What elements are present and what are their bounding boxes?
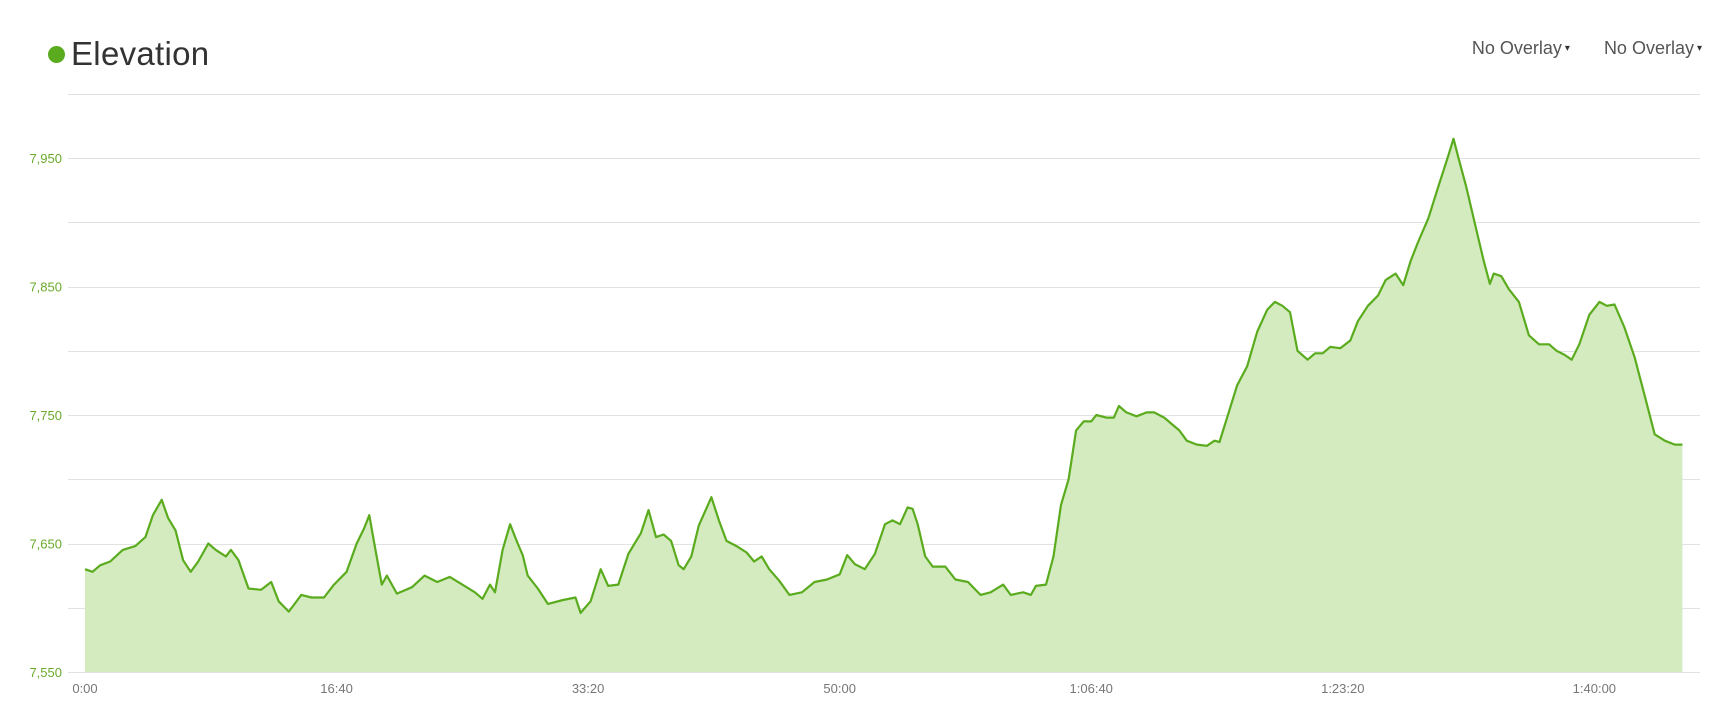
chart-title: Elevation xyxy=(71,35,210,72)
x-axis-ticks: 0:00 16:40 33:20 50:00 1:06:40 1:23:20 1:40:00 xyxy=(72,681,1616,696)
y-tick-label: 7,650 xyxy=(29,537,62,552)
y-tick-label: 7,950 xyxy=(29,151,62,166)
x-tick-label: 1:40:00 xyxy=(1573,681,1616,696)
y-tick-label: 7,750 xyxy=(29,408,62,423)
x-tick-label: 33:20 xyxy=(572,681,605,696)
overlay-dropdown-1[interactable]: No Overlay ▾ xyxy=(1472,38,1570,59)
x-tick-label: 50:00 xyxy=(823,681,856,696)
chart-header: Elevation xyxy=(48,30,209,78)
y-axis-ticks: 7,550 7,650 7,750 7,850 7,950 xyxy=(29,151,62,680)
caret-down-icon: ▾ xyxy=(1696,43,1702,54)
x-tick-label: 0:00 xyxy=(72,681,97,696)
y-tick-label: 7,850 xyxy=(29,280,62,295)
overlay-controls: No Overlay ▾ No Overlay ▾ xyxy=(1472,38,1702,59)
caret-down-icon: ▾ xyxy=(1564,43,1570,54)
overlay-dropdown-1-label: No Overlay xyxy=(1471,38,1562,58)
x-tick-label: 1:23:20 xyxy=(1321,681,1364,696)
x-tick-label: 1:06:40 xyxy=(1070,681,1113,696)
x-tick-label: 16:40 xyxy=(320,681,353,696)
elevation-line xyxy=(84,137,1683,614)
overlay-dropdown-2[interactable]: No Overlay ▾ xyxy=(1604,38,1702,59)
overlay-dropdown-2-label: No Overlay xyxy=(1603,38,1694,58)
elevation-area-fill xyxy=(85,138,1683,672)
y-tick-label: 7,550 xyxy=(29,665,62,680)
series-legend-dot xyxy=(48,45,65,63)
